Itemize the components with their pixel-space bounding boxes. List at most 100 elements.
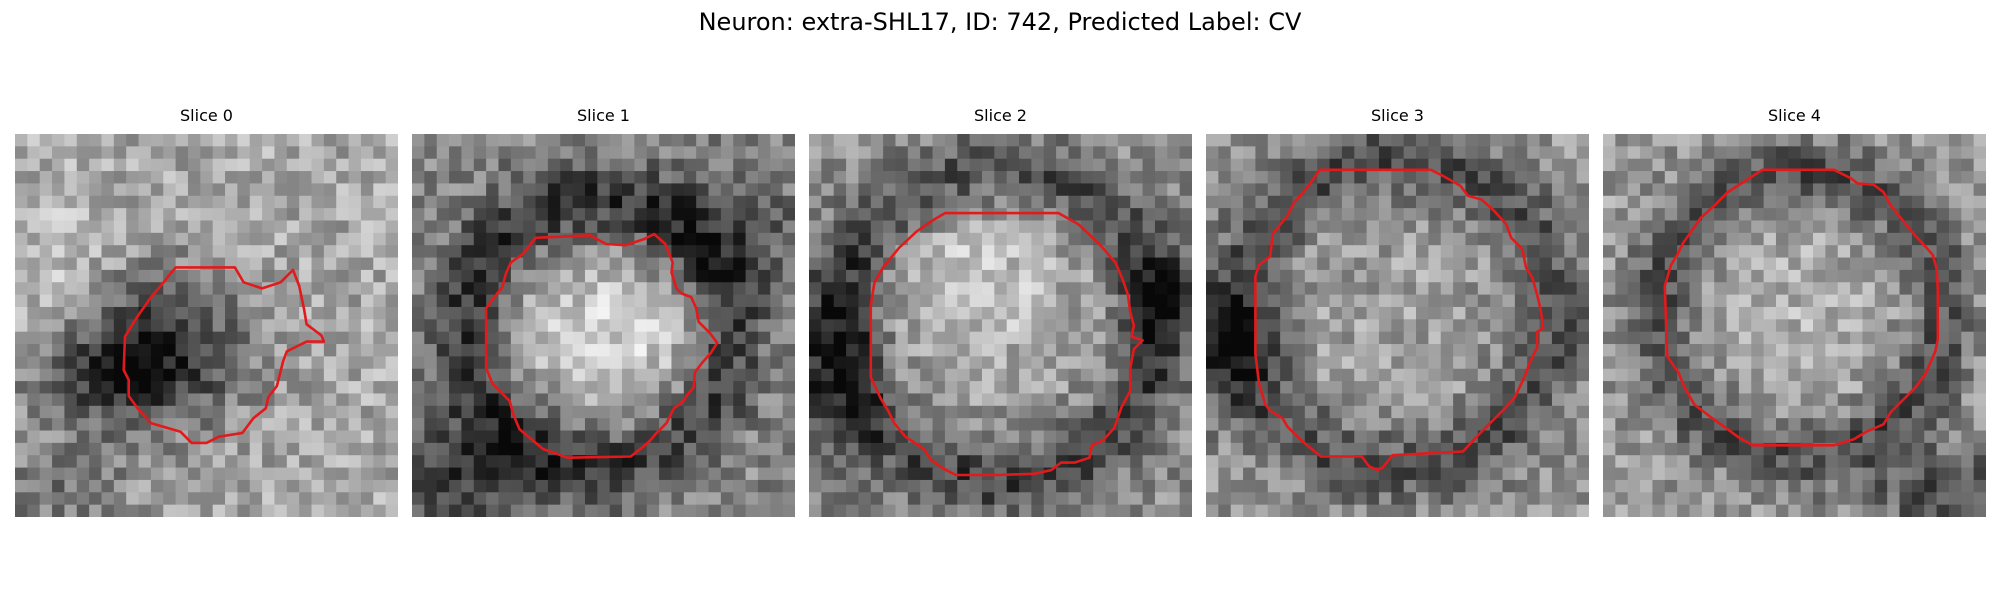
image-pixel: [1640, 393, 1654, 407]
image-pixel: [1019, 331, 1032, 345]
image-pixel: [708, 405, 722, 419]
image-pixel: [584, 393, 598, 407]
image-pixel: [1056, 319, 1070, 333]
image-pixel: [138, 146, 152, 160]
image-pixel: [932, 269, 946, 283]
image-pixel: [757, 504, 771, 517]
image-pixel: [348, 220, 362, 234]
image-pixel: [1080, 381, 1094, 395]
image-pixel: [920, 331, 934, 345]
image-pixel: [1243, 195, 1257, 209]
image-pixel: [895, 319, 909, 333]
image-pixel: [15, 467, 28, 481]
image-pixel: [1514, 232, 1528, 246]
image-pixel: [969, 344, 983, 357]
image-pixel: [336, 195, 350, 209]
image-pixel: [609, 294, 623, 308]
image-pixel: [1911, 171, 1925, 185]
image-pixel: [1527, 319, 1541, 333]
image-pixel: [560, 467, 574, 481]
image-pixel: [27, 220, 41, 234]
image-pixel: [733, 294, 747, 308]
image-pixel: [1775, 294, 1789, 308]
image-pixel: [360, 467, 374, 481]
image-pixel: [64, 195, 78, 209]
image-pixel: [76, 442, 90, 456]
image-pixel: [708, 171, 722, 185]
image-pixel: [1800, 319, 1814, 333]
image-pixel: [833, 479, 847, 493]
image-pixel: [323, 183, 337, 197]
image-pixel: [1664, 171, 1678, 185]
image-pixel: [1640, 282, 1654, 296]
image-pixel: [225, 269, 238, 283]
image-pixel: [1167, 381, 1181, 395]
image-pixel: [1043, 306, 1057, 320]
image-pixel: [1267, 146, 1281, 160]
slice-panel-4: Slice 4: [1603, 106, 1986, 517]
image-pixel: [436, 282, 450, 296]
image-pixel: [237, 467, 251, 481]
image-pixel: [1576, 232, 1589, 246]
image-pixel: [138, 158, 152, 172]
image-pixel: [1627, 393, 1641, 407]
image-pixel: [708, 269, 722, 283]
image-pixel: [1341, 504, 1355, 517]
image-pixel: [1788, 282, 1802, 296]
image-pixel: [1551, 171, 1565, 185]
image-pixel: [1551, 282, 1565, 296]
image-pixel: [27, 245, 41, 259]
image-pixel: [1093, 331, 1107, 345]
image-pixel: [1689, 319, 1703, 333]
image-pixel: [336, 294, 350, 308]
image-pixel: [163, 455, 177, 469]
image-pixel: [1043, 245, 1057, 259]
image-pixel: [1403, 319, 1417, 333]
image-pixel: [1564, 393, 1578, 407]
image-pixel: [1154, 381, 1168, 395]
image-pixel: [1539, 479, 1553, 493]
image-pixel: [1788, 381, 1802, 395]
image-pixel: [39, 455, 53, 469]
image-pixel: [1652, 146, 1666, 160]
image-pixel: [126, 344, 140, 357]
image-pixel: [1465, 183, 1479, 197]
image-pixel: [1280, 220, 1294, 234]
image-pixel: [1564, 257, 1578, 271]
image-pixel: [1924, 455, 1938, 469]
image-pixel: [150, 442, 164, 456]
image-pixel: [733, 479, 747, 493]
image-pixel: [1329, 245, 1343, 259]
image-pixel: [15, 331, 28, 345]
image-pixel: [76, 467, 90, 481]
image-pixel: [126, 208, 140, 222]
image-pixel: [1080, 134, 1094, 147]
image-pixel: [1080, 418, 1094, 432]
image-pixel: [1218, 306, 1232, 320]
image-pixel: [262, 492, 276, 506]
image-pixel: [262, 146, 276, 160]
image-pixel: [1564, 232, 1578, 246]
image-pixel: [1862, 393, 1876, 407]
image-pixel: [1714, 269, 1728, 283]
image-pixel: [1341, 319, 1355, 333]
slice-svg-4: [1603, 134, 1986, 517]
image-pixel: [385, 442, 398, 456]
image-pixel: [436, 344, 450, 357]
image-pixel: [1640, 208, 1654, 222]
image-pixel: [1936, 455, 1950, 469]
image-pixel: [1564, 381, 1578, 395]
image-pixel: [1317, 134, 1331, 147]
image-pixel: [1416, 331, 1429, 345]
image-pixel: [1154, 232, 1168, 246]
image-pixel: [1924, 492, 1938, 506]
image-pixel: [932, 319, 946, 333]
image-pixel: [969, 232, 983, 246]
image-pixel: [1775, 381, 1789, 395]
image-pixel: [225, 208, 238, 222]
image-pixel: [1006, 306, 1020, 320]
image-pixel: [1179, 208, 1192, 222]
image-pixel: [1961, 331, 1975, 345]
image-pixel: [1887, 467, 1901, 481]
image-pixel: [113, 405, 127, 419]
